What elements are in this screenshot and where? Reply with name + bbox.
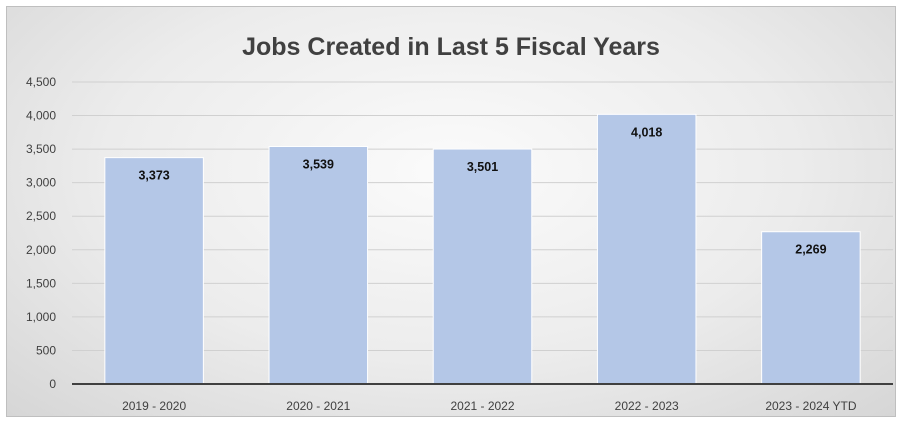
y-tick-label: 1,500 — [26, 276, 56, 290]
bars — [104, 113, 861, 385]
data-label: 3,539 — [303, 157, 334, 171]
chart-title: Jobs Created in Last 5 Fiscal Years — [242, 33, 660, 61]
bar — [596, 113, 697, 385]
x-tick-label: 2019 - 2020 — [122, 399, 186, 413]
x-tick-label: 2023 - 2024 YTD — [765, 399, 857, 413]
y-tick-label: 3,000 — [26, 176, 56, 190]
bar — [104, 157, 204, 385]
data-label: 2,269 — [795, 243, 826, 257]
y-axis-ticks: 0 500 1,000 1,500 2,000 2,500 3,000 3,500 4,000 4… — [26, 75, 56, 391]
y-tick-label: 0 — [49, 377, 56, 391]
y-tick-label: 2,000 — [26, 243, 56, 257]
x-axis-ticks: 2019 - 2020 2020 - 2021 2021 - 2022 2022 - … — [122, 399, 857, 413]
y-tick-label: 1,000 — [26, 310, 56, 324]
data-label: 4,018 — [631, 125, 662, 139]
y-tick-label: 500 — [36, 343, 56, 357]
y-tick-label: 4,500 — [26, 75, 56, 89]
x-tick-label: 2020 - 2021 — [286, 399, 350, 413]
x-tick-label: 2021 - 2022 — [450, 399, 514, 413]
data-label: 3,373 — [138, 169, 169, 183]
y-tick-label: 2,500 — [26, 209, 56, 223]
data-labels: 3,373 3,539 3,501 4,018 2,269 — [138, 125, 826, 256]
data-label: 3,501 — [467, 160, 498, 174]
bar — [268, 145, 369, 385]
y-tick-label: 4,000 — [26, 109, 56, 123]
bar — [432, 148, 533, 385]
y-tick-label: 3,500 — [26, 142, 56, 156]
x-tick-label: 2022 - 2023 — [615, 399, 679, 413]
